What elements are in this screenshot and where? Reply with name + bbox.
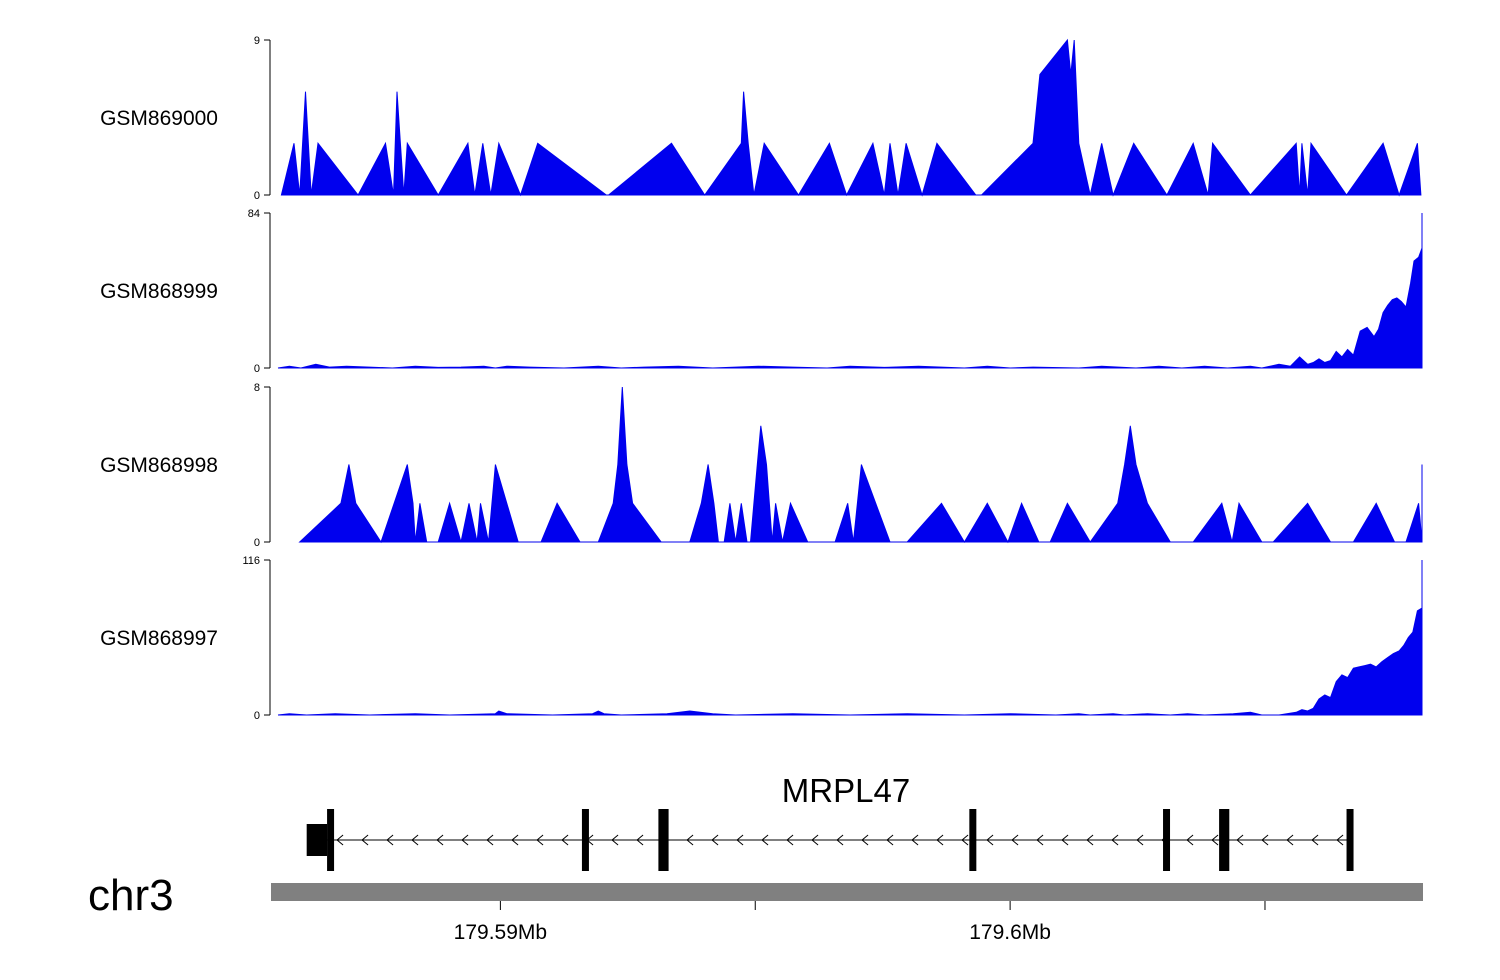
gene-track: MRPL47 (306, 772, 1354, 871)
strand-arrow (386, 834, 394, 846)
strand-arrow (786, 834, 794, 846)
strand-arrow (1136, 834, 1144, 846)
strand-arrow (511, 834, 519, 846)
strand-arrow (436, 834, 444, 846)
strand-arrow (536, 834, 544, 846)
signal-area-gsm868997 (277, 560, 1423, 716)
y-max-label: 8 (254, 382, 260, 394)
strand-arrow (411, 834, 419, 846)
strand-arrow (1261, 834, 1269, 846)
strand-arrow (936, 834, 944, 846)
y-max-label: 84 (248, 208, 260, 220)
y-min-label: 0 (254, 537, 260, 549)
data-tracks: 9 0 GSM869000 84 0 GSM868999 8 0 GSM868998 116 0 GS… (100, 35, 1423, 722)
strand-arrow (611, 834, 619, 846)
strand-arrow (1236, 834, 1244, 846)
strand-arrow (486, 834, 494, 846)
strand-arrow (686, 834, 694, 846)
strand-arrow (1036, 834, 1044, 846)
signal-area-gsm868998 (298, 386, 1423, 544)
y-min-label: 0 (254, 363, 260, 375)
strand-arrow (711, 834, 719, 846)
track-gsm868997: 116 0 GSM868997 (100, 555, 1423, 722)
signal-area-gsm869000 (280, 38, 1422, 197)
y-min-label: 0 (254, 190, 260, 202)
strand-arrow (636, 834, 644, 846)
strand-arrow (561, 834, 569, 846)
strand-arrow (886, 834, 894, 846)
gene-name: MRPL47 (782, 772, 910, 809)
strand-arrow (761, 834, 769, 846)
strand-arrow (861, 834, 869, 846)
chromosome-label: chr3 (88, 871, 174, 920)
strand-arrow (836, 834, 844, 846)
exon (581, 809, 589, 871)
chromosome-bar (271, 883, 1423, 901)
strand-arrow (361, 834, 369, 846)
exon (306, 824, 328, 856)
y-min-label: 0 (254, 710, 260, 722)
strand-arrow (911, 834, 919, 846)
strand-arrow (461, 834, 469, 846)
track-gsm868999: 84 0 GSM868999 (100, 208, 1423, 375)
strand-arrow (1186, 834, 1194, 846)
strand-arrow (1086, 834, 1094, 846)
strand-arrow (961, 834, 969, 846)
exon (1219, 809, 1230, 871)
strand-arrow (1011, 834, 1019, 846)
track-label: GSM868997 (100, 627, 218, 650)
axis-tick-label: 179.6Mb (969, 921, 1051, 944)
track-gsm869000: 9 0 GSM869000 (100, 35, 1422, 202)
strand-arrow (1211, 834, 1219, 846)
exon (327, 809, 335, 871)
track-gsm868998: 8 0 GSM868998 (100, 382, 1423, 549)
strand-arrow (1061, 834, 1069, 846)
strand-arrow (1111, 834, 1119, 846)
exon (1346, 809, 1354, 871)
strand-arrow (1286, 834, 1294, 846)
track-label: GSM868999 (100, 280, 218, 303)
genome-axis: 179.59Mb 179.6Mb chr3 (88, 871, 1423, 944)
strand-arrow (811, 834, 819, 846)
strand-arrow (1311, 834, 1319, 846)
track-label: GSM869000 (100, 107, 218, 130)
signal-area-gsm868999 (277, 213, 1423, 369)
track-label: GSM868998 (100, 454, 218, 477)
strand-arrow (986, 834, 994, 846)
axis-tick-label: 179.59Mb (454, 921, 547, 944)
exon (658, 809, 669, 871)
exon (969, 809, 977, 871)
strand-arrow (736, 834, 744, 846)
exon (1163, 809, 1171, 871)
strand-arrow (1336, 834, 1344, 846)
strand-arrow (336, 834, 344, 846)
y-max-label: 116 (242, 555, 260, 567)
y-max-label: 9 (254, 35, 260, 47)
